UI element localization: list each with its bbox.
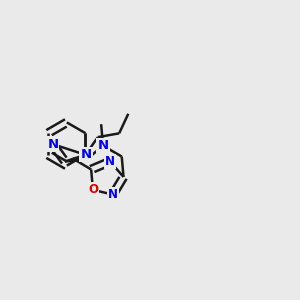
Text: N: N — [98, 139, 109, 152]
Text: N: N — [47, 137, 58, 151]
Text: O: O — [88, 183, 98, 196]
Text: N: N — [108, 188, 118, 201]
Text: N: N — [105, 155, 115, 168]
Text: N: N — [80, 148, 92, 161]
